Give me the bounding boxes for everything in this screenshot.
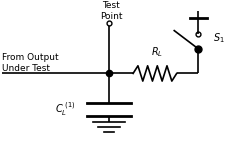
Text: From Output
Under Test: From Output Under Test [2, 53, 59, 73]
Text: $C_L^{\ (1)}$: $C_L^{\ (1)}$ [55, 101, 76, 118]
Text: $R_L$: $R_L$ [151, 45, 163, 59]
Text: Test
Point: Test Point [100, 1, 122, 21]
Text: $S_1$: $S_1$ [213, 31, 225, 45]
